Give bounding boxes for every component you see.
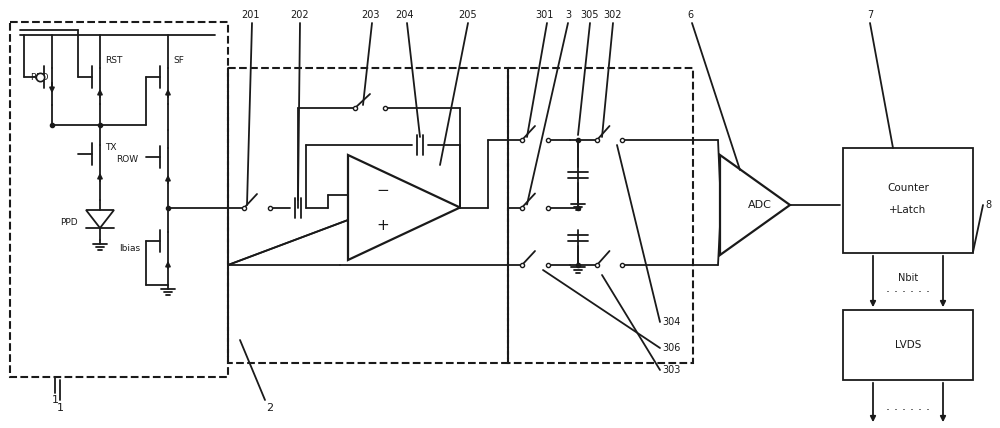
Bar <box>10 22 228 377</box>
Text: 306: 306 <box>662 343 680 353</box>
Text: · · · · · ·: · · · · · · <box>886 286 930 300</box>
Text: 302: 302 <box>604 10 622 20</box>
Text: 305: 305 <box>581 10 599 20</box>
Text: ADC: ADC <box>748 200 772 210</box>
Text: Nbit: Nbit <box>898 273 918 283</box>
Bar <box>508 68 693 363</box>
Text: TX: TX <box>105 143 116 152</box>
Text: 204: 204 <box>396 10 414 20</box>
Text: 203: 203 <box>361 10 379 20</box>
Text: 205: 205 <box>459 10 477 20</box>
Text: · · · · · ·: · · · · · · <box>886 404 930 416</box>
Text: +Latch: +Latch <box>889 205 927 215</box>
Text: 8: 8 <box>985 200 991 210</box>
Text: 2: 2 <box>266 403 274 413</box>
Text: 7: 7 <box>867 10 873 20</box>
Text: RPD: RPD <box>30 72 48 81</box>
Text: ROW: ROW <box>116 155 138 164</box>
Text: 304: 304 <box>662 317 680 327</box>
Text: 3: 3 <box>565 10 571 20</box>
Bar <box>843 310 973 380</box>
Text: SF: SF <box>173 56 184 65</box>
Text: 303: 303 <box>662 365 680 375</box>
Text: Counter: Counter <box>887 183 929 193</box>
Text: 201: 201 <box>241 10 259 20</box>
Text: 6: 6 <box>687 10 693 20</box>
Text: 1: 1 <box>56 403 64 413</box>
Text: 202: 202 <box>291 10 309 20</box>
Text: RST: RST <box>105 56 122 65</box>
Text: Ibias: Ibias <box>119 244 140 253</box>
Text: 301: 301 <box>536 10 554 20</box>
Text: LVDS: LVDS <box>895 340 921 350</box>
Text: 1: 1 <box>52 395 58 405</box>
Bar <box>843 148 973 253</box>
Text: +: + <box>376 217 389 232</box>
Bar <box>228 68 508 363</box>
Text: PPD: PPD <box>60 217 78 226</box>
Text: −: − <box>376 182 389 197</box>
